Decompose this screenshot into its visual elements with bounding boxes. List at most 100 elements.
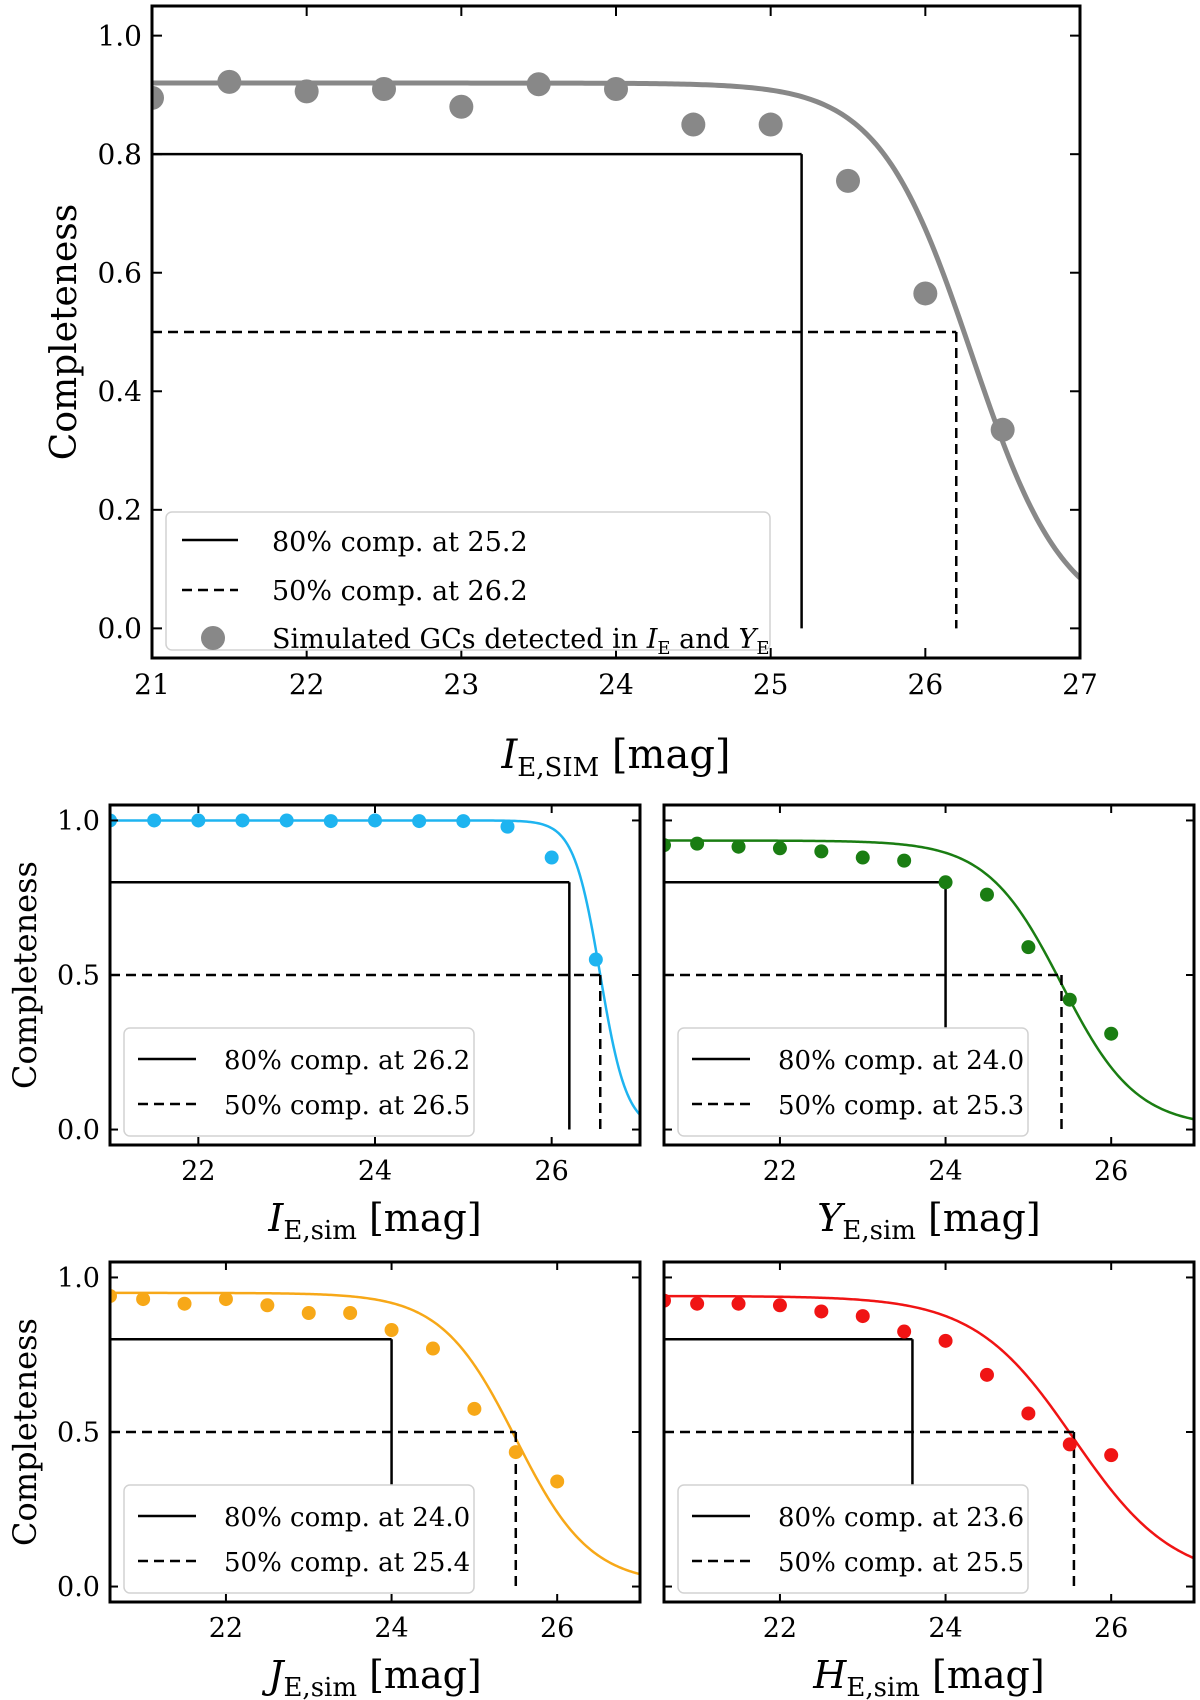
x-tick-label: 22 <box>763 1613 797 1644</box>
x-tick-label: 25 <box>753 668 789 701</box>
x-axis-label: IE,sim [mag] <box>267 1196 481 1246</box>
data-point <box>690 836 705 851</box>
x-tick-label: 22 <box>763 1156 797 1187</box>
data-point <box>508 1445 523 1460</box>
data-point <box>979 887 994 902</box>
x-tick-label: 22 <box>289 668 325 701</box>
data-point <box>758 112 783 137</box>
chart-he-sim: 22 24 26 HE,sim [mag] 80% comp. at 23.6 50… <box>662 1260 1196 1700</box>
data-point <box>544 850 559 865</box>
data-point <box>836 168 860 193</box>
data-point <box>110 1289 117 1303</box>
data-point <box>855 1309 870 1324</box>
data-point <box>279 813 294 828</box>
data-point <box>456 814 471 829</box>
data-point <box>1104 1448 1119 1463</box>
y-axis-label: Completeness <box>6 861 44 1089</box>
legend-box <box>123 1027 475 1137</box>
x-axis-label: IE,SIM [mag] <box>500 732 730 783</box>
fit-curve <box>664 839 1194 1121</box>
y-tick-label: 0.0 <box>57 1572 100 1603</box>
legend-solid-label: 80% comp. at 26.2 <box>224 1046 470 1076</box>
data-point <box>938 1333 953 1348</box>
data-point <box>136 1292 151 1307</box>
y-tick-label: 1.0 <box>57 806 100 837</box>
legend-dashed-label: 50% comp. at 25.5 <box>778 1548 1024 1578</box>
chart-ie-sim: 22 24 26 0.0 0.5 1.0 Completeness IE,sim [mag… <box>6 803 642 1246</box>
y-axis-label: Completeness <box>6 1318 44 1546</box>
data-point <box>301 1306 316 1320</box>
data-point <box>425 1341 440 1356</box>
data-point <box>1062 992 1077 1007</box>
data-point <box>604 76 628 101</box>
data-point <box>913 281 938 306</box>
data-point <box>260 1298 275 1313</box>
x-tick-label: 24 <box>928 1613 962 1644</box>
x-axis-label: JE,sim [mag] <box>261 1653 482 1700</box>
data-point <box>412 814 427 829</box>
data-point <box>664 1293 671 1308</box>
x-tick-label: 22 <box>181 1156 215 1187</box>
data-point <box>938 875 953 890</box>
fit-curve <box>110 1291 640 1576</box>
chart-ye-sim: 22 24 26 YE,sim [mag] 80% comp. at 24.0 50… <box>662 803 1196 1246</box>
data-point <box>1021 1406 1036 1421</box>
data-point <box>467 1401 482 1416</box>
legend-box <box>677 1027 1029 1137</box>
data-point <box>235 813 250 828</box>
y-tick-label: 0.4 <box>97 375 142 408</box>
y-tick-label: 0.5 <box>57 960 100 991</box>
legend-solid-label: 80% comp. at 24.0 <box>778 1046 1024 1076</box>
x-tick-label: 24 <box>598 668 634 701</box>
legend-box <box>165 511 771 651</box>
x-tick-label: 26 <box>908 668 944 701</box>
legend-dashed-label: 50% comp. at 26.5 <box>224 1091 470 1121</box>
data-point <box>294 79 319 104</box>
data-point <box>1104 1026 1119 1041</box>
x-tick-label: 22 <box>209 1613 243 1644</box>
fit-curve <box>664 1294 1194 1560</box>
x-axis-label: YE,sim [mag] <box>817 1196 1040 1246</box>
data-point <box>897 1324 912 1339</box>
y-tick-label: 1.0 <box>57 1263 100 1294</box>
legend: 80% comp. at 26.2 50% comp. at 26.5 <box>123 1027 475 1137</box>
legend-dashed-label: 50% comp. at 25.4 <box>224 1548 470 1578</box>
data-point <box>526 72 551 97</box>
data-point <box>990 417 1015 442</box>
legend-box <box>123 1484 475 1594</box>
y-tick-label: 1.0 <box>97 19 142 52</box>
x-tick-label: 21 <box>134 668 170 701</box>
data-point <box>500 819 515 834</box>
y-tick-label: 0.0 <box>57 1115 100 1146</box>
x-tick-label: 26 <box>1094 1613 1128 1644</box>
legend: 80% comp. at 25.2 50% comp. at 26.2 Simu… <box>165 511 771 659</box>
legend-dashed-label: 50% comp. at 25.3 <box>778 1091 1024 1121</box>
x-tick-label: 24 <box>928 1156 962 1187</box>
legend-point-marker <box>201 626 225 650</box>
x-tick-label: 24 <box>374 1613 408 1644</box>
data-point <box>772 841 787 856</box>
data-point <box>368 813 382 828</box>
data-point <box>218 1292 233 1307</box>
data-point <box>731 839 746 854</box>
data-point <box>384 1323 399 1337</box>
data-point <box>323 814 338 829</box>
data-point <box>588 952 603 967</box>
x-tick-label: 24 <box>358 1156 392 1187</box>
legend: 80% comp. at 24.0 50% comp. at 25.3 <box>677 1027 1029 1137</box>
chart-je-sim: 22 24 26 0.0 0.5 1.0 Completeness JE,sim [mag… <box>6 1260 642 1700</box>
legend: 80% comp. at 23.6 50% comp. at 25.5 <box>677 1484 1029 1594</box>
y-tick-label: 0.2 <box>97 494 142 527</box>
data-point <box>979 1367 994 1382</box>
y-tick-label: 0.0 <box>97 612 142 645</box>
data-point <box>343 1306 358 1320</box>
data-point <box>855 850 870 865</box>
data-point <box>217 69 242 94</box>
data-point <box>372 76 396 101</box>
x-tick-label: 26 <box>540 1613 574 1644</box>
x-tick-label: 27 <box>1062 668 1098 701</box>
x-tick-label: 26 <box>534 1156 568 1187</box>
data-point <box>147 813 162 828</box>
y-axis-label: Completeness <box>44 204 85 460</box>
data-point <box>897 853 912 868</box>
